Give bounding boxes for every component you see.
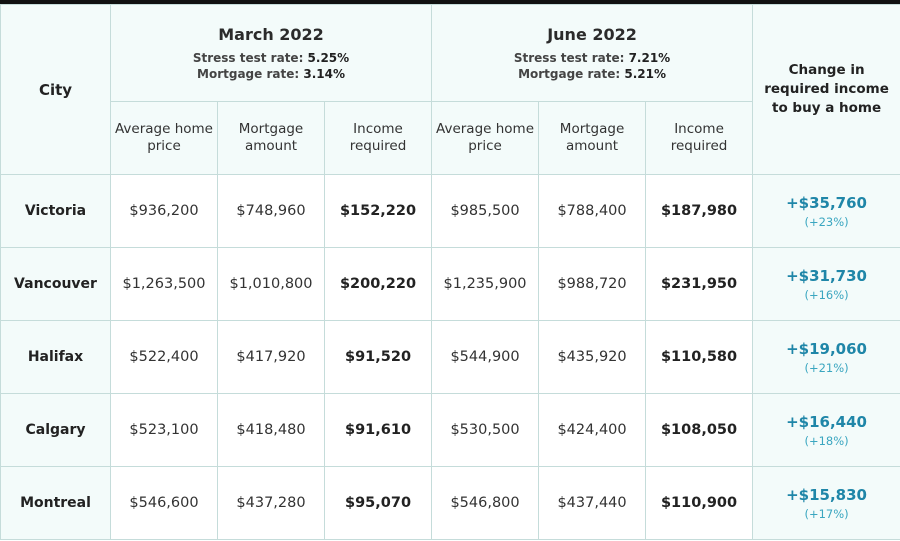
june-price-cell: $530,500 bbox=[431, 393, 540, 467]
change-cell: +$31,730 (+16%) bbox=[752, 247, 900, 321]
june-income-cell: $187,980 bbox=[645, 174, 754, 248]
change-percent: (+16%) bbox=[804, 287, 849, 302]
march-price-cell: $546,600 bbox=[110, 466, 218, 540]
june-price-cell: $544,900 bbox=[431, 320, 540, 394]
table-row: Vancouver $1,263,500 $1,010,800 $200,220… bbox=[0, 247, 900, 321]
change-column-header: Change in required income to buy a home bbox=[752, 4, 900, 175]
march-income-cell: $200,220 bbox=[323, 247, 433, 321]
change-amount: +$35,760 bbox=[786, 193, 867, 212]
march-mortgage-cell: $437,280 bbox=[217, 466, 325, 540]
march-price-cell: $1,263,500 bbox=[110, 247, 218, 321]
june-income-cell: $231,950 bbox=[645, 247, 754, 321]
income-comparison-table: City March 2022 Stress test rate: 5.25% … bbox=[0, 4, 900, 540]
sub-header-income: Income required bbox=[323, 101, 433, 175]
change-cell: +$35,760 (+23%) bbox=[752, 174, 900, 248]
top-border bbox=[0, 0, 900, 4]
city-cell: Halifax bbox=[0, 320, 111, 394]
june-mortgage-cell: $435,920 bbox=[538, 320, 647, 394]
march-income-cell: $91,610 bbox=[323, 393, 433, 467]
mortgage-rate: Mortgage rate: 5.21% bbox=[518, 66, 667, 81]
march-price-cell: $936,200 bbox=[110, 174, 218, 248]
mortgage-rate: Mortgage rate: 3.14% bbox=[197, 66, 345, 81]
city-cell: Vancouver bbox=[0, 247, 111, 321]
table-row: Calgary $523,100 $418,480 $91,610 $530,5… bbox=[0, 393, 900, 467]
change-percent: (+23%) bbox=[804, 214, 849, 229]
sub-header-mortgage: Mortgage amount bbox=[217, 101, 325, 175]
change-amount: +$16,440 bbox=[786, 412, 867, 431]
june-price-cell: $1,235,900 bbox=[431, 247, 540, 321]
city-cell: Victoria bbox=[0, 174, 111, 248]
change-cell: +$15,830 (+17%) bbox=[752, 466, 900, 540]
city-cell: Montreal bbox=[0, 466, 111, 540]
table-row: Halifax $522,400 $417,920 $91,520 $544,9… bbox=[0, 320, 900, 394]
march-income-cell: $95,070 bbox=[323, 466, 433, 540]
change-cell: +$16,440 (+18%) bbox=[752, 393, 900, 467]
sub-header-mortgage: Mortgage amount bbox=[538, 101, 647, 175]
stress-test-rate: Stress test rate: 5.25% bbox=[192, 50, 350, 65]
june-income-cell: $108,050 bbox=[645, 393, 754, 467]
june-income-cell: $110,900 bbox=[645, 466, 754, 540]
june-income-cell: $110,580 bbox=[645, 320, 754, 394]
table-row: Montreal $546,600 $437,280 $95,070 $546,… bbox=[0, 466, 900, 540]
june-price-cell: $546,800 bbox=[431, 466, 540, 540]
table-row: Victoria $936,200 $748,960 $152,220 $985… bbox=[0, 174, 900, 248]
period-title: June 2022 bbox=[547, 24, 637, 44]
change-cell: +$19,060 (+21%) bbox=[752, 320, 900, 394]
march-price-cell: $523,100 bbox=[110, 393, 218, 467]
sub-header-income: Income required bbox=[645, 101, 754, 175]
city-cell: Calgary bbox=[0, 393, 111, 467]
city-column-header: City bbox=[0, 4, 111, 175]
june-mortgage-cell: $988,720 bbox=[538, 247, 647, 321]
march-price-cell: $522,400 bbox=[110, 320, 218, 394]
period-header-march: March 2022 Stress test rate: 5.25% Mortg… bbox=[109, 4, 433, 102]
june-mortgage-cell: $788,400 bbox=[538, 174, 647, 248]
change-percent: (+18%) bbox=[804, 433, 849, 448]
sub-header-price: Average home price bbox=[431, 101, 540, 175]
march-mortgage-cell: $748,960 bbox=[217, 174, 325, 248]
change-amount: +$19,060 bbox=[786, 339, 867, 358]
change-percent: (+17%) bbox=[804, 506, 849, 521]
change-amount: +$15,830 bbox=[786, 485, 867, 504]
march-mortgage-cell: $1,010,800 bbox=[217, 247, 325, 321]
march-income-cell: $91,520 bbox=[323, 320, 433, 394]
sub-header-price: Average home price bbox=[110, 101, 218, 175]
march-income-cell: $152,220 bbox=[323, 174, 433, 248]
period-header-june: June 2022 Stress test rate: 7.21% Mortga… bbox=[431, 4, 754, 102]
period-title: March 2022 bbox=[218, 24, 324, 44]
june-mortgage-cell: $424,400 bbox=[538, 393, 647, 467]
march-mortgage-cell: $418,480 bbox=[217, 393, 325, 467]
june-price-cell: $985,500 bbox=[431, 174, 540, 248]
june-mortgage-cell: $437,440 bbox=[538, 466, 647, 540]
stress-test-rate: Stress test rate: 7.21% bbox=[513, 50, 671, 65]
change-amount: +$31,730 bbox=[786, 266, 867, 285]
change-percent: (+21%) bbox=[804, 360, 849, 375]
march-mortgage-cell: $417,920 bbox=[217, 320, 325, 394]
